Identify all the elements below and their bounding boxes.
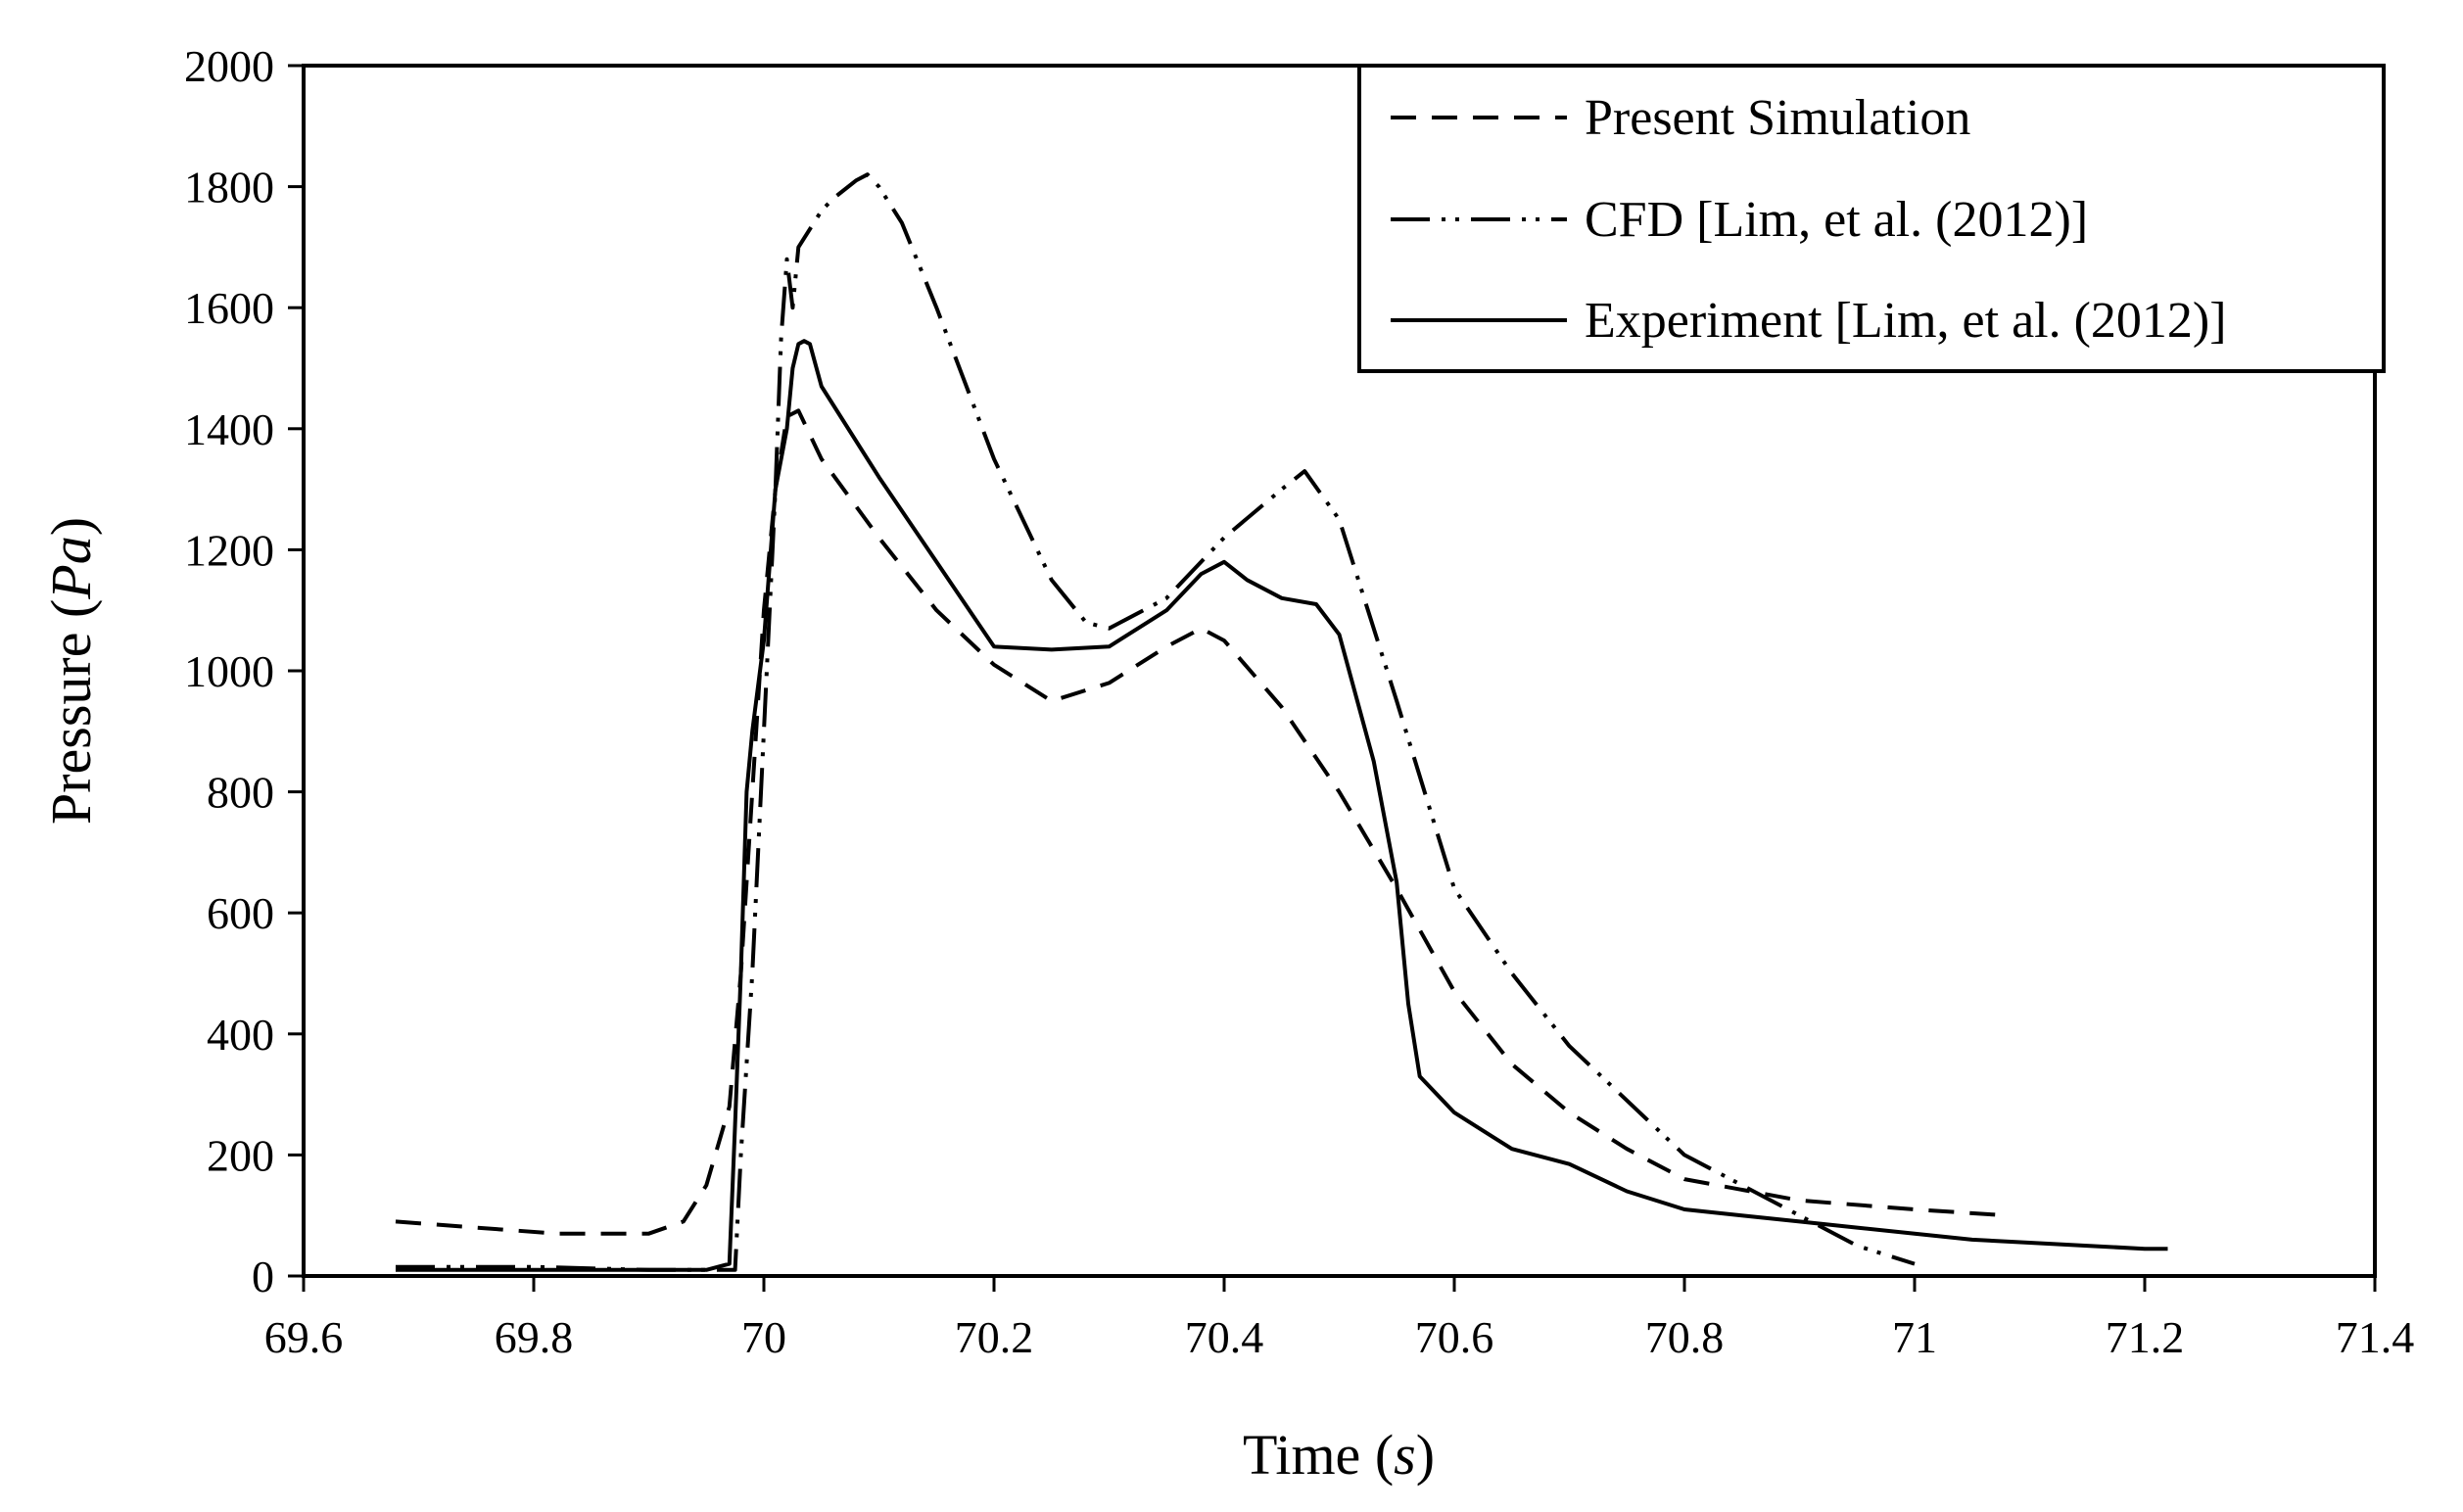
x-tick-label: 70.8 [1645,1312,1725,1362]
x-tick-label: 70.2 [955,1312,1034,1362]
legend-label-experiment: Experiment [Lim, et al. (2012)] [1585,293,2227,349]
y-axis-title-unit: Pa [39,536,103,599]
legend-label-present-simulation: Present Simulation [1585,90,1970,146]
x-axis-title-unit: s [1394,1423,1416,1487]
y-tick-label: 800 [207,768,274,818]
x-tick-label: 70 [741,1312,786,1362]
y-tick-label: 1000 [184,646,274,696]
y-tick-label: 1800 [184,163,274,213]
y-tick-label: 1600 [184,283,274,333]
x-tick-label: 71.2 [2106,1312,2185,1362]
y-axis-title-label: Pressure [39,633,103,826]
x-tick-label: 69.6 [264,1312,344,1362]
y-tick-label: 1200 [184,525,274,575]
x-tick-label: 69.8 [495,1312,574,1362]
y-tick-label: 2000 [184,41,274,91]
series-layer [395,172,2168,1272]
legend-label-cfd: CFD [Lim, et al. (2012)] [1585,192,2088,248]
x-tick-label: 70.6 [1415,1312,1494,1362]
x-tick-label: 71 [1892,1312,1937,1362]
legend: Present Simulation CFD [Lim, et al. (201… [1357,64,2386,373]
y-axis-title: Pressure (Pa) [39,517,103,825]
y-tick-label: 1400 [184,404,274,454]
y-tick-label: 0 [252,1252,274,1301]
y-axis-ticks: 0 200 400 600 800 1000 1200 1400 1600 1800 2000 [184,41,304,1301]
y-tick-label: 200 [207,1130,274,1180]
experiment-line [396,339,2168,1272]
present-simulation-line [395,408,2008,1236]
cfd-line [396,172,1916,1272]
y-tick-label: 600 [207,888,274,938]
y-tick-label: 400 [207,1010,274,1060]
x-tick-label: 71.4 [2336,1312,2415,1362]
x-axis-ticks: 69.6 69.8 70 70.2 70.4 70.6 70.8 71 71.2 71.4 [264,1276,2415,1362]
x-tick-label: 70.4 [1185,1312,1264,1362]
x-axis-title: Time (s) [1243,1423,1435,1487]
x-axis-title-label: Time [1243,1423,1360,1487]
